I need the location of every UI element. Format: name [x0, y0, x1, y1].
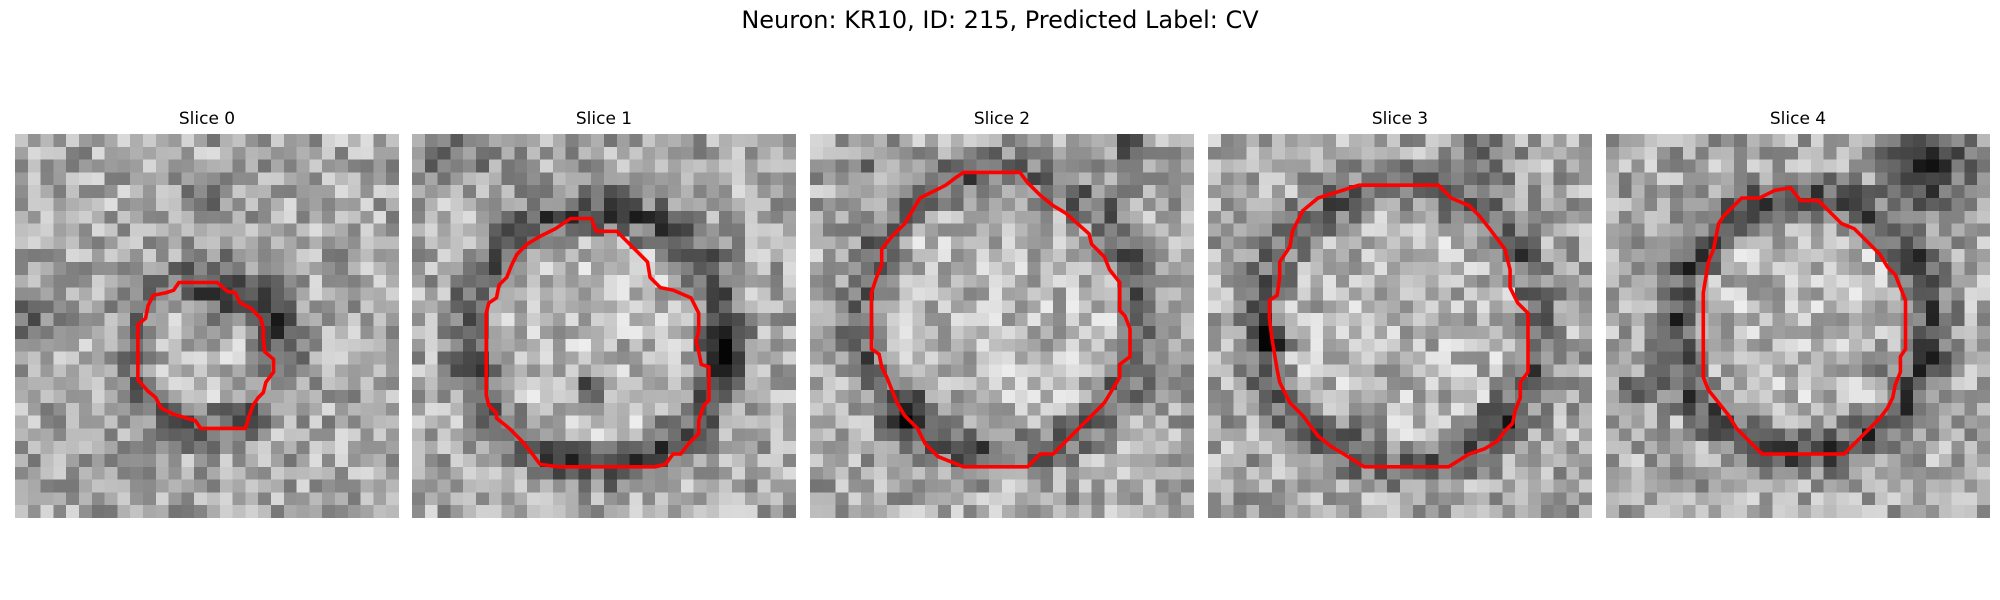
- slice-image-4: [1606, 134, 1990, 518]
- slice-image-3: [1208, 134, 1592, 518]
- slice-title-0: Slice 0: [15, 108, 399, 130]
- slice-panel-4: Slice 4: [1606, 108, 1990, 130]
- slice-panel-0: Slice 0: [15, 108, 399, 130]
- slice-image-0: [15, 134, 399, 518]
- slice-title-1: Slice 1: [412, 108, 796, 130]
- slice-image-2: [810, 134, 1194, 518]
- slice-panel-1: Slice 1: [412, 108, 796, 130]
- figure-title: Neuron: KR10, ID: 215, Predicted Label: …: [0, 6, 2000, 34]
- slice-title-2: Slice 2: [810, 108, 1194, 130]
- slice-image-1: [412, 134, 796, 518]
- slice-title-4: Slice 4: [1606, 108, 1990, 130]
- slice-panel-3: Slice 3: [1208, 108, 1592, 130]
- slice-title-3: Slice 3: [1208, 108, 1592, 130]
- slice-panel-2: Slice 2: [810, 108, 1194, 130]
